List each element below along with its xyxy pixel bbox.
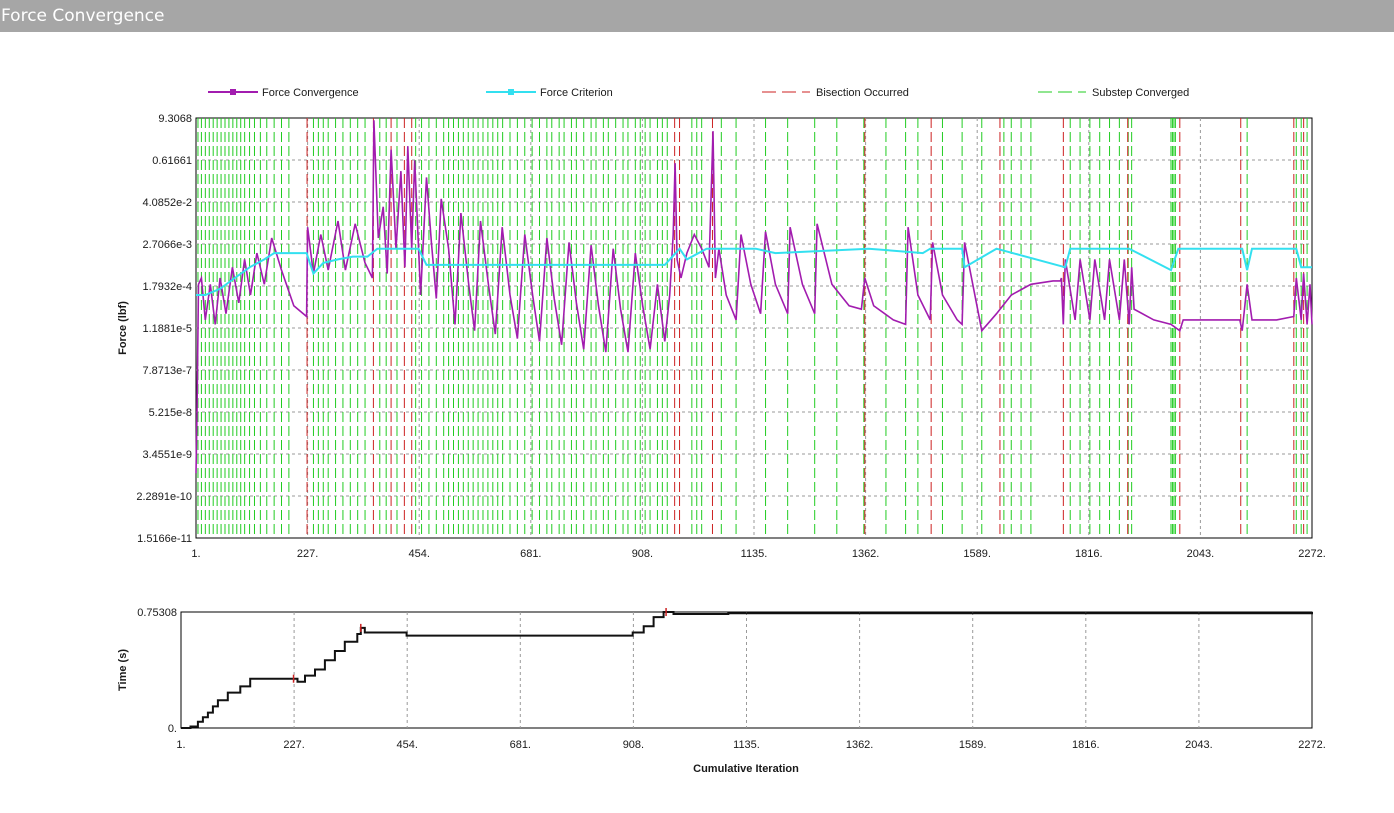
x-tick-label: 1816. xyxy=(1075,548,1103,560)
legend-label-force: Force Convergence xyxy=(262,87,359,99)
time-x-tick-label: 1816. xyxy=(1072,739,1100,751)
y-tick-label: 4.0852e-2 xyxy=(142,197,192,209)
y-tick-label: 7.8713e-7 xyxy=(142,365,192,377)
y-tick-label: 3.4551e-9 xyxy=(142,449,192,461)
legend-label-substep: Substep Converged xyxy=(1092,87,1189,99)
window-titlebar: Force Convergence xyxy=(0,0,1394,32)
x-axis-label: Cumulative Iteration xyxy=(693,763,799,775)
time-x-tick-label: 454. xyxy=(396,739,417,751)
time-x-tick-label: 681. xyxy=(510,739,531,751)
y-tick-label: 1.7932e-4 xyxy=(142,281,192,293)
x-tick-label: 227. xyxy=(297,548,318,560)
time-x-tick-label: 1362. xyxy=(846,739,874,751)
x-tick-label: 1589. xyxy=(963,548,991,560)
time-x-tick-label: 908. xyxy=(623,739,644,751)
legend-marker-criterion xyxy=(508,89,514,95)
time-x-tick-label: 1135. xyxy=(733,739,760,751)
y-tick-label: 2.7066e-3 xyxy=(142,239,192,251)
y-axis-label: Force (lbf) xyxy=(117,301,129,355)
force-convergence-plot: 9.3068 0.61661 4.0852e-2 2.7066e-3 1.7932e-4… xyxy=(117,113,1326,560)
x-tick-label: 1. xyxy=(191,548,200,560)
time-x-tick-label: 2043. xyxy=(1185,739,1213,751)
x-tick-label: 908. xyxy=(632,548,653,560)
legend-marker-force xyxy=(230,89,236,95)
force-criterion-series xyxy=(196,247,1312,296)
y-tick-label: 1.1881e-5 xyxy=(142,323,192,335)
y-tick-label: 0.61661 xyxy=(152,155,192,167)
time-y-tick-label: 0.75308 xyxy=(137,607,177,619)
y-tick-label: 1.5166e-11 xyxy=(137,533,192,545)
x-tick-label: 2043. xyxy=(1187,548,1215,560)
time-x-tick-label: 1. xyxy=(176,739,185,751)
x-tick-label: 2272. xyxy=(1298,548,1326,560)
y-tick-label: 2.2891e-10 xyxy=(136,491,192,503)
y-tick-label: 5.215e-8 xyxy=(149,407,192,419)
x-tick-label: 454. xyxy=(408,548,429,560)
legend: Force Convergence Force Criterion Bisectio… xyxy=(208,87,1189,99)
time-y-axis-label: Time (s) xyxy=(117,649,129,691)
time-plot: 1. 227. 454. 681. 908. 1135. 1362. 1589. 1816. 20… xyxy=(117,607,1326,775)
y-tick-label: 9.3068 xyxy=(158,113,192,125)
time-x-tick-label: 2272. xyxy=(1298,739,1326,751)
x-tick-label: 1362. xyxy=(852,548,880,560)
time-x-tick-label: 1589. xyxy=(959,739,987,751)
legend-label-criterion: Force Criterion xyxy=(540,87,613,99)
force-convergence-series xyxy=(195,120,1313,474)
x-tick-label: 681. xyxy=(520,548,541,560)
time-x-tick-label: 227. xyxy=(283,739,304,751)
window-title: Force Convergence xyxy=(1,6,165,26)
x-tick-label: 1135. xyxy=(741,548,768,560)
time-series xyxy=(181,611,1313,729)
legend-label-bisection: Bisection Occurred xyxy=(816,87,909,99)
time-y-tick-label: 0. xyxy=(168,723,177,735)
